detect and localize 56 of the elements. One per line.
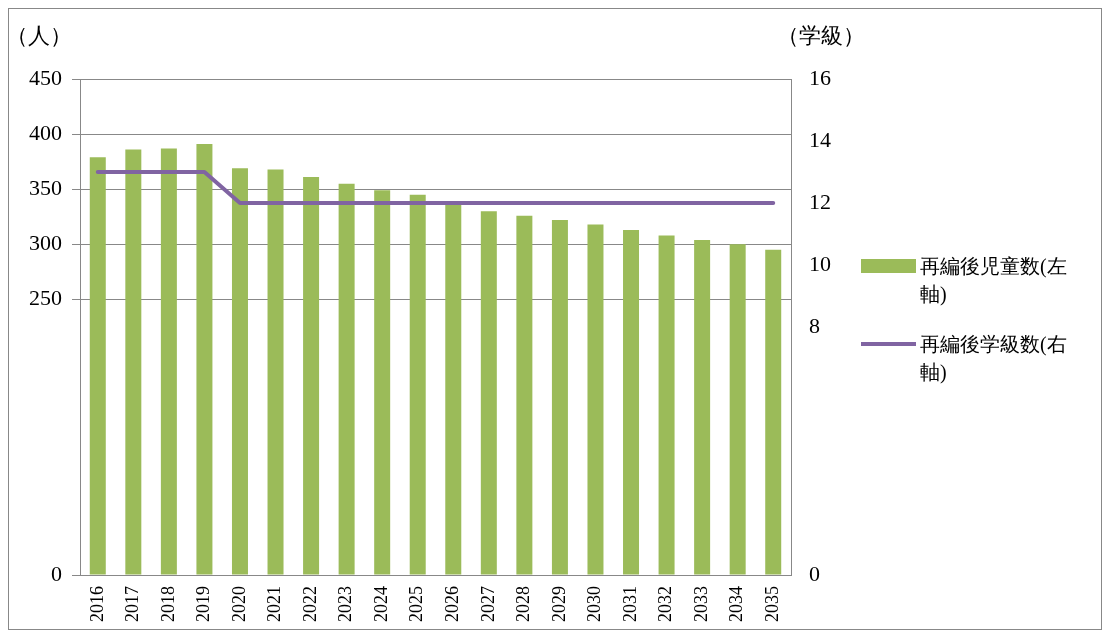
bar <box>125 149 142 575</box>
bar <box>89 157 106 575</box>
bar <box>267 169 284 575</box>
x-tick-label: 2017 <box>122 586 143 622</box>
x-tick-label: 2033 <box>690 586 711 622</box>
bar <box>729 244 746 575</box>
x-tick-label: 2031 <box>619 586 640 622</box>
x-tick-label: 2023 <box>335 586 356 622</box>
y-tick-label: 0 <box>51 560 62 586</box>
bar <box>480 211 497 575</box>
x-tick-label: 2026 <box>442 586 463 622</box>
x-tick-label: 2029 <box>548 586 569 622</box>
bar <box>623 230 640 575</box>
x-tick-label: 2021 <box>264 586 285 622</box>
bar <box>551 220 568 575</box>
legend-label: 再編後学級数(右軸) <box>920 332 1068 385</box>
y2-tick-label: 8 <box>809 312 820 338</box>
x-tick-label: 2022 <box>299 586 320 622</box>
y-tick-label: 250 <box>29 285 62 311</box>
y-axis-title: （人） <box>6 22 72 48</box>
x-tick-label: 2020 <box>228 586 249 622</box>
x-tick-label: 2018 <box>157 586 178 622</box>
bar <box>160 148 177 575</box>
x-tick-label: 2016 <box>86 586 107 622</box>
x-tick-label: 2019 <box>193 586 214 622</box>
x-tick-label: 2035 <box>761 586 782 622</box>
x-tick-label: 2032 <box>655 586 676 622</box>
y2-tick-label: 10 <box>809 250 831 276</box>
y-tick-label: 350 <box>29 175 62 200</box>
bar <box>231 168 248 575</box>
y2-axis-title: （学級） <box>777 22 865 48</box>
x-tick-label: 2027 <box>477 586 498 622</box>
bar <box>196 144 213 575</box>
bar <box>303 177 320 575</box>
y-tick-label: 450 <box>29 64 62 90</box>
bar <box>694 239 711 575</box>
bar <box>374 190 391 575</box>
bar <box>587 224 604 575</box>
legend-label: 再編後児童数(左軸) <box>920 254 1068 307</box>
y-tick-label: 300 <box>29 230 62 256</box>
bar <box>658 235 675 575</box>
y2-tick-label: 14 <box>809 126 831 152</box>
x-tick-label: 2024 <box>370 586 391 622</box>
bar <box>445 203 462 575</box>
x-tick-label: 2028 <box>513 586 534 622</box>
x-tick-label: 2034 <box>726 586 747 622</box>
bar <box>516 215 533 575</box>
bar <box>765 249 782 575</box>
y2-tick-label: 16 <box>809 64 831 90</box>
y2-tick-label: 0 <box>809 560 820 586</box>
y2-tick-label: 12 <box>809 188 831 214</box>
bar <box>409 194 426 575</box>
y-tick-label: 400 <box>29 119 62 145</box>
x-tick-label: 2025 <box>406 586 427 622</box>
bar <box>338 183 355 575</box>
x-tick-label: 2030 <box>584 586 605 622</box>
